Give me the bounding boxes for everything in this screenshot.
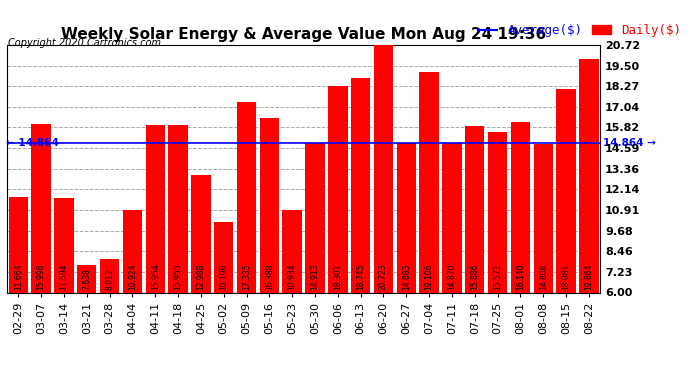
Bar xyxy=(442,143,462,292)
Text: 10.196: 10.196 xyxy=(219,264,228,290)
Text: 17.335: 17.335 xyxy=(242,263,251,290)
Text: 12.988: 12.988 xyxy=(197,264,206,290)
Text: 14.870: 14.870 xyxy=(447,264,457,290)
Bar xyxy=(237,102,256,292)
Legend: Average($), Daily($): Average($), Daily($) xyxy=(473,19,686,42)
Bar xyxy=(55,198,74,292)
Bar xyxy=(282,210,302,292)
Bar xyxy=(191,175,210,292)
Text: 16.388: 16.388 xyxy=(265,264,274,290)
Bar xyxy=(259,118,279,292)
Bar xyxy=(374,45,393,292)
Bar xyxy=(397,143,416,292)
Text: 19.106: 19.106 xyxy=(424,264,433,290)
Text: Copyright 2020 Cartronics.com: Copyright 2020 Cartronics.com xyxy=(8,38,161,48)
Bar xyxy=(214,222,233,292)
Text: 15.954: 15.954 xyxy=(150,263,160,290)
Text: 14.864 →: 14.864 → xyxy=(602,138,656,148)
Bar xyxy=(533,144,553,292)
Text: 15.996: 15.996 xyxy=(37,263,46,290)
Bar xyxy=(123,210,142,292)
Text: 15.886: 15.886 xyxy=(471,264,480,290)
Text: 18.301: 18.301 xyxy=(333,264,342,290)
Text: 14.883: 14.883 xyxy=(402,264,411,290)
Bar xyxy=(511,122,530,292)
Text: 15.571: 15.571 xyxy=(493,264,502,290)
Bar xyxy=(351,78,371,292)
Bar xyxy=(556,89,575,292)
Bar xyxy=(579,59,599,292)
Bar xyxy=(8,197,28,292)
Bar xyxy=(328,86,348,292)
Bar xyxy=(168,125,188,292)
Bar xyxy=(465,126,484,292)
Title: Weekly Solar Energy & Average Value Mon Aug 24 19:36: Weekly Solar Energy & Average Value Mon … xyxy=(61,27,546,42)
Bar xyxy=(305,142,325,292)
Text: 11.664: 11.664 xyxy=(14,264,23,290)
Text: ← 14.864: ← 14.864 xyxy=(6,138,59,148)
Text: 14.913: 14.913 xyxy=(310,264,319,290)
Bar xyxy=(420,72,439,292)
Text: 18.081: 18.081 xyxy=(562,264,571,290)
Bar xyxy=(146,125,165,292)
Text: 20.723: 20.723 xyxy=(379,264,388,290)
Text: 15.955: 15.955 xyxy=(174,263,183,290)
Text: 14.808: 14.808 xyxy=(539,264,548,290)
Bar xyxy=(77,265,97,292)
Text: 16.140: 16.140 xyxy=(516,264,525,290)
Text: 11.594: 11.594 xyxy=(59,264,68,290)
Text: 10.924: 10.924 xyxy=(128,264,137,290)
Bar xyxy=(100,259,119,292)
Text: 10.934: 10.934 xyxy=(288,263,297,290)
Text: 18.745: 18.745 xyxy=(356,264,365,290)
Text: 7.638: 7.638 xyxy=(82,268,91,290)
Bar xyxy=(32,124,51,292)
Bar xyxy=(488,132,507,292)
Text: 8.012: 8.012 xyxy=(105,268,114,290)
Text: 19.864: 19.864 xyxy=(584,264,593,290)
